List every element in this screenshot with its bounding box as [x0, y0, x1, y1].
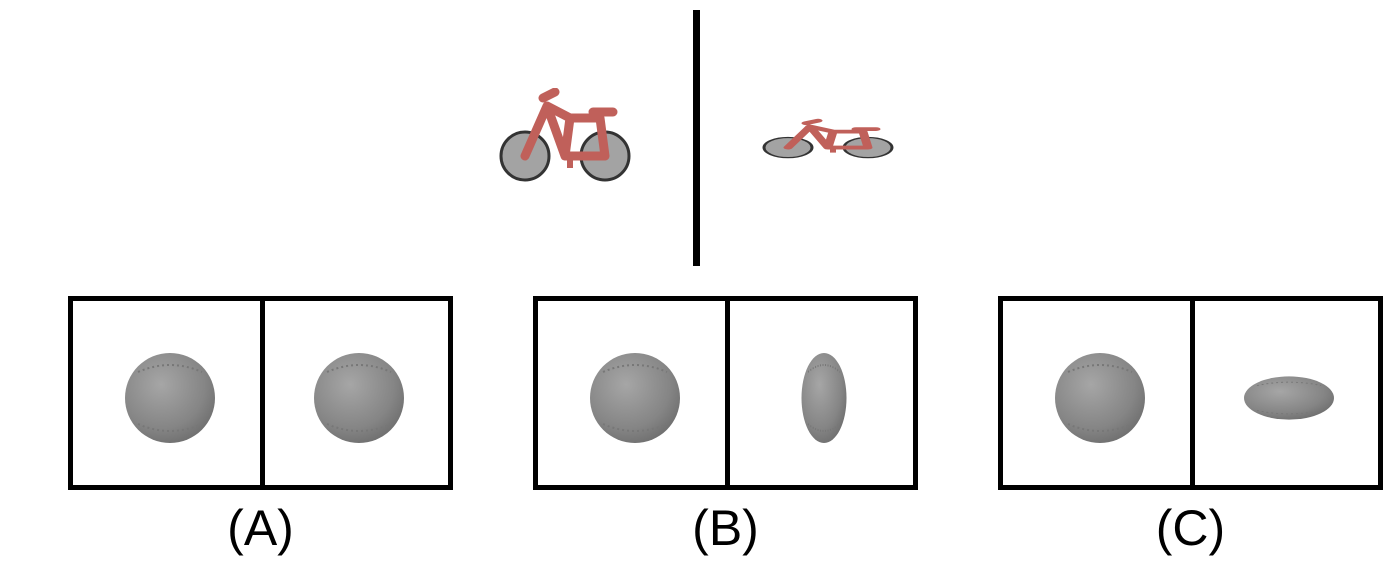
reference-divider: [693, 10, 700, 266]
option-a-label: (A): [227, 500, 294, 556]
option-c-right-cell: [1195, 301, 1378, 485]
option-c-label: (C): [1155, 500, 1226, 556]
baseball-stretched-icon: [800, 352, 848, 444]
baseball-icon: [124, 352, 216, 444]
bicycle-squashed-icon: [760, 110, 896, 162]
option-a-panel[interactable]: [68, 296, 453, 490]
option-c-panel[interactable]: [998, 296, 1383, 490]
baseball-icon: [1054, 352, 1146, 444]
option-b-left-cell: [538, 301, 725, 485]
option-a-right-cell: [265, 301, 448, 485]
option-b-divider: [725, 301, 730, 485]
reference-right-image: [760, 110, 896, 162]
option-a-divider: [260, 301, 265, 485]
reference-left-image: [495, 88, 635, 184]
bicycle-icon: [495, 88, 635, 184]
option-b-label: (B): [692, 500, 759, 556]
option-b-panel[interactable]: [533, 296, 918, 490]
baseball-icon: [313, 352, 405, 444]
option-b-right-cell: [730, 301, 913, 485]
option-c-left-cell: [1003, 301, 1190, 485]
baseball-icon: [589, 352, 681, 444]
baseball-flattened-icon: [1243, 375, 1335, 421]
option-c-divider: [1190, 301, 1195, 485]
option-a-left-cell: [73, 301, 260, 485]
